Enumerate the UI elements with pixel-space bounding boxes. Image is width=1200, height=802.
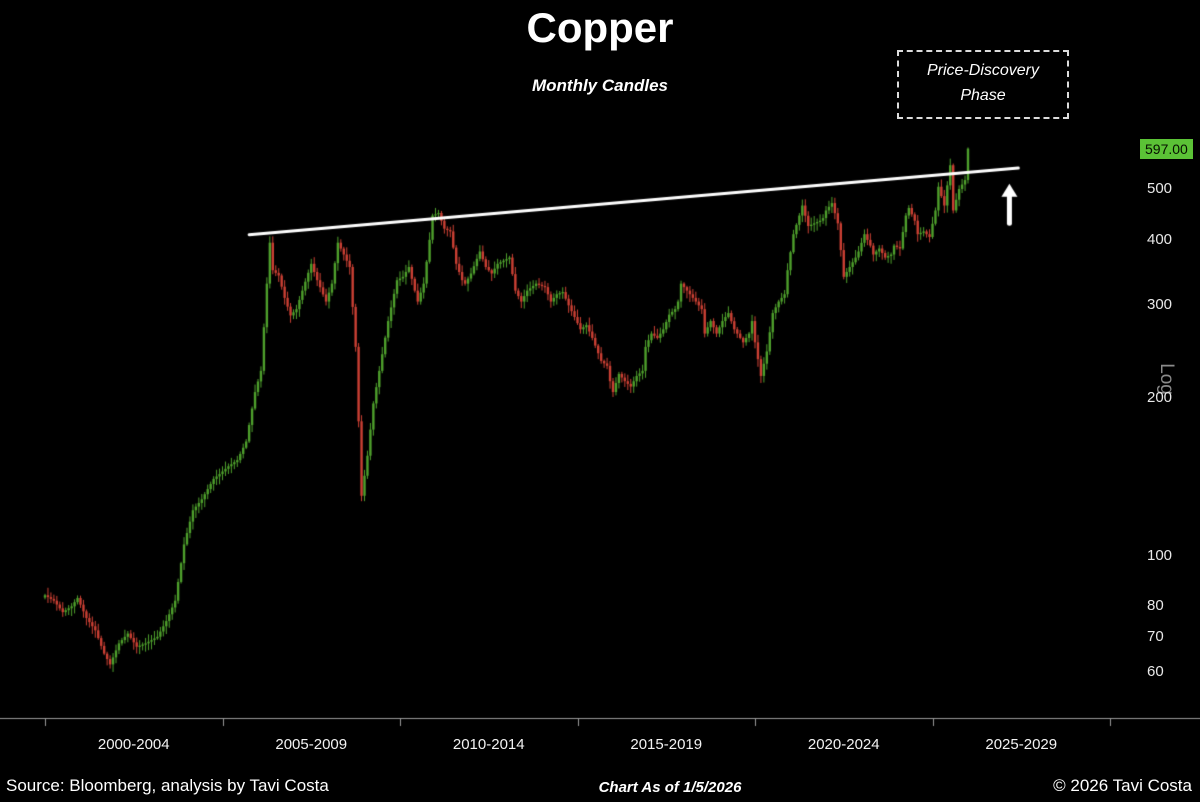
price-discovery-annotation-box: Price-Discovery Phase (897, 50, 1069, 119)
chart-subtitle: Monthly Candles (531, 76, 668, 95)
y-tick-label: 70 (1147, 627, 1164, 645)
copyright-text: © 2026 Tavi Costa (1053, 776, 1192, 795)
y-tick-label: 400 (1147, 230, 1173, 248)
y-tick-label: 80 (1147, 597, 1164, 615)
x-tick-label: 2015-2019 (630, 736, 703, 753)
y-tick-label: 300 (1147, 296, 1173, 314)
annotation-line-2: Phase (960, 86, 1006, 104)
x-tick-label: 2025-2029 (985, 736, 1058, 753)
last-price-badge: 597.00 (1140, 138, 1193, 159)
x-tick-label: 2020-2024 (807, 736, 880, 753)
chart-title: Copper (526, 4, 674, 51)
y-tick-label: 100 (1147, 546, 1173, 564)
as-of-text: Chart As of 1/5/2026 (598, 779, 742, 796)
annotation-line-1: Price-Discovery (926, 62, 1039, 79)
y-tick-label: 60 (1147, 662, 1164, 680)
y-tick-label: 200 (1147, 388, 1173, 406)
x-tick-label: 2005-2009 (275, 736, 348, 753)
y-tick-label: 500 (1147, 179, 1173, 197)
x-tick-label: 2010-2014 (452, 736, 525, 753)
source-text: Source: Bloomberg, analysis by Tavi Cost… (6, 776, 329, 795)
x-tick-label: 2000-2004 (97, 736, 170, 753)
